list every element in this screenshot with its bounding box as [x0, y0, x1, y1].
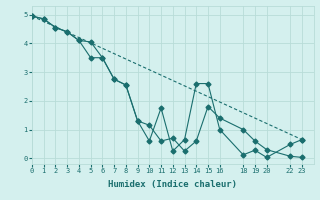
X-axis label: Humidex (Indice chaleur): Humidex (Indice chaleur) — [108, 180, 237, 189]
